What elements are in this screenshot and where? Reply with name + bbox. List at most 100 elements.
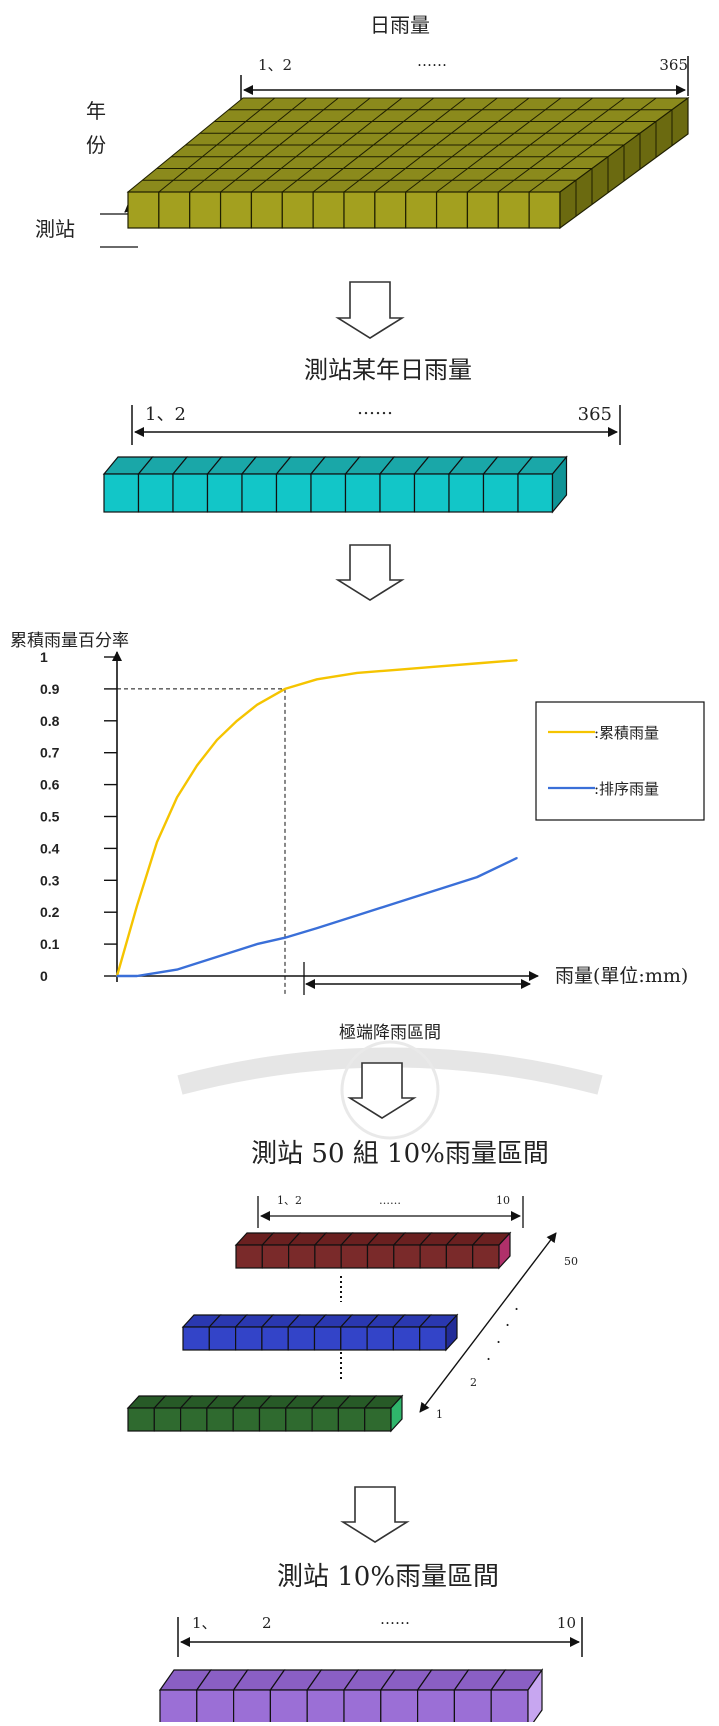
chart-y-tick-label: 0.4 — [40, 840, 60, 856]
panel4-mid-row-cell-front — [313, 1326, 342, 1351]
chart-y-tick-label: 0.2 — [40, 904, 60, 920]
panel1-front-cell — [219, 191, 253, 229]
cumulative-rainfall-chart: 累積雨量百分率 0 0.1 0.2 0.3 0.4 0.5 0.6 0.7 0.8 0.9 1 雨量… — [10, 631, 705, 1043]
panel2-cell-front — [103, 473, 140, 513]
chart-point — [476, 876, 478, 878]
panel5-cell-front — [306, 1689, 345, 1726]
chart-threshold-guides — [117, 688, 286, 996]
chart-point — [316, 678, 318, 681]
chart-point — [256, 704, 258, 706]
panel4-bottom-row-cell-front — [337, 1407, 366, 1432]
panel4-top-row-cell-front — [445, 1244, 474, 1269]
panel1-label-year-1: 年 — [86, 99, 106, 123]
panel5-title: 測站 10%雨量區間 — [277, 1562, 499, 1592]
panel4-top-row-cell-front — [235, 1244, 263, 1269]
panel1-front-cell — [312, 191, 345, 229]
panel-50-group-interval: 測站 50 組 10%雨量區間 1、2 …… 10 50 . . . . 2 1 — [126, 1139, 578, 1433]
panel2-cell-row — [102, 455, 568, 514]
chart-y-tick-label: 0 — [40, 968, 48, 984]
chart-point — [216, 739, 218, 741]
panel2-cell-front — [310, 473, 347, 513]
panel2-cell-front — [206, 473, 243, 513]
panel4-diagonal-arrow — [419, 1232, 557, 1413]
panel1-title: 日雨量 — [370, 13, 430, 37]
chart-point — [356, 914, 358, 917]
panel1-range-start: 1、2 — [258, 56, 292, 74]
panel5-cell-front — [269, 1689, 308, 1726]
down-arrow-icon — [340, 1486, 410, 1543]
panel4-mid-row-cell-front — [340, 1326, 368, 1351]
panel4-mid-row-cell-front — [235, 1326, 263, 1351]
panel2-end-side — [551, 455, 568, 514]
chart-legend-box — [535, 701, 705, 821]
panel1-front-cell — [158, 191, 191, 229]
panel1-front-cell — [127, 191, 160, 229]
chart-y-tick-label: 0.8 — [40, 713, 60, 729]
panel4-dot-4: . — [486, 1345, 491, 1364]
panel4-title: 測站 50 組 10%雨量區間 — [251, 1139, 549, 1169]
panel1-front-face — [127, 191, 561, 229]
panel2-cell-front — [344, 473, 381, 513]
panel5-cell-front — [453, 1689, 492, 1726]
chart-point — [516, 659, 518, 661]
chart-y-ticks: 0 0.1 0.2 0.3 0.4 0.5 0.6 0.7 0.8 0.9 1 — [40, 649, 117, 984]
panel1-front-cell — [343, 191, 376, 229]
chart-y-tick-label: 0.7 — [40, 745, 60, 761]
panel4-rows — [126, 1231, 512, 1433]
down-arrow-icon — [335, 544, 405, 601]
panel4-top-row-cell-front — [419, 1244, 448, 1269]
panel5-cell-row — [158, 1668, 544, 1726]
chart-point — [436, 889, 438, 891]
panel1-label-station: 測站 — [35, 217, 75, 241]
chart-ylabel: 累積雨量百分率 — [10, 631, 129, 651]
panel2-cell-front — [137, 473, 174, 513]
chart-y-tick-label: 0.3 — [40, 872, 60, 888]
panel4-label-2: 2 — [470, 1376, 477, 1389]
chart-point — [216, 956, 218, 958]
chart-point — [156, 841, 158, 843]
panel4-mid-row-cell-front — [182, 1326, 210, 1351]
panel-daily-rainfall-cube: 日雨量 1、2 …… 365 年 份 測站 — [35, 13, 690, 248]
panel4-bottom-row-cell-front — [285, 1407, 313, 1432]
panel4-bottom-row-cell-front — [127, 1407, 155, 1432]
panel4-top-row-cell-front — [314, 1244, 342, 1269]
panel5-cell-front — [417, 1689, 456, 1726]
chart-point — [196, 764, 198, 767]
panel1-front-cell — [281, 191, 314, 229]
panel4-mid-row-cell-front — [392, 1326, 421, 1351]
panel5-cell-front — [380, 1689, 419, 1726]
panel4-dot-3: . — [496, 1328, 501, 1347]
panel4-bottom-row-cell-front — [180, 1407, 208, 1432]
panel4-mid-row-cell-front — [366, 1326, 395, 1351]
panel4-mid-row-cell-front — [287, 1326, 316, 1351]
panel4-mid-row-cell-front — [208, 1326, 237, 1351]
legend-label-sorted: :排序雨量 — [594, 780, 659, 798]
panel2-cell-front — [275, 473, 312, 513]
panel2-cell-front — [413, 473, 450, 513]
panel5-range-dots: …… — [380, 1610, 410, 1628]
panel2-range-start: 1、2 — [145, 404, 186, 425]
panel4-label-1: 1 — [436, 1408, 443, 1421]
panel1-range-end: 365 — [659, 56, 688, 74]
chart-y-tick-label: 0.6 — [40, 777, 60, 793]
chart-y-tick-label: 0.5 — [40, 809, 60, 825]
chart-point — [316, 927, 318, 929]
panel5-cell-front — [490, 1689, 529, 1726]
panel4-top-row-cell-front — [261, 1244, 290, 1269]
chart-point — [476, 662, 478, 665]
chart-point — [396, 668, 398, 671]
panel4-top-row-cell-front — [393, 1244, 421, 1269]
panel2-cell-front — [482, 473, 519, 513]
panel4-bottom-row-cell-front — [206, 1407, 234, 1432]
chart-y-tick-label: 0.9 — [40, 681, 60, 697]
panel2-cell-front — [448, 473, 485, 513]
chart-point — [284, 688, 286, 690]
panel5-cell-front — [233, 1689, 272, 1726]
panel2-cell-front — [517, 473, 554, 513]
panel4-top-row-cell-front — [340, 1244, 369, 1269]
panel4-bottom-row-cell-front — [232, 1407, 261, 1432]
panel2-cell-front — [172, 473, 209, 513]
chart-point — [176, 968, 178, 971]
